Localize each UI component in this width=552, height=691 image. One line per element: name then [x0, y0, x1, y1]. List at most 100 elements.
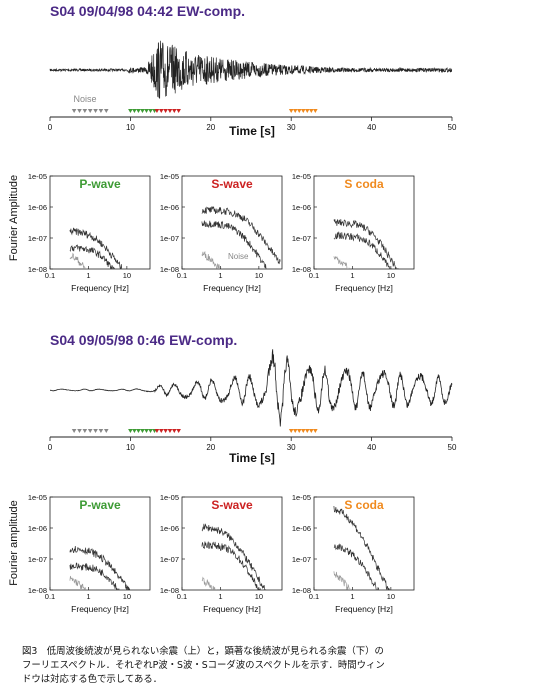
e1-s-ytick-label: 1e-06: [160, 203, 179, 212]
event1-time-tick-label: 0: [48, 123, 53, 132]
e1-s-title: S-wave: [211, 177, 253, 191]
caption-line-1: 図3 低周波後続波が見られない余震（上）と，顕著な後続波が見られる余震（下）の: [22, 646, 384, 657]
e1-p-title: P-wave: [79, 177, 121, 191]
e2-s-ytick-label: 1e-07: [160, 555, 179, 564]
e1-coda-ytick-label: 1e-08: [292, 265, 311, 274]
s-window-marker: [171, 109, 177, 113]
coda-window-marker: [309, 109, 314, 113]
e1-p-ytick-label: 1e-07: [28, 234, 47, 243]
e1-s-noise-label: Noise: [228, 252, 249, 261]
e2-p-xlabel: Frequency [Hz]: [71, 604, 129, 614]
e1-p-spectrum: [69, 227, 123, 269]
p-window-marker: [132, 429, 137, 433]
event2-time-tick-label: 50: [448, 443, 457, 452]
s-window-marker: [158, 429, 164, 433]
p-window-marker: [136, 109, 141, 113]
e1-coda-spectrum: [333, 231, 393, 269]
caption-line-3: ドウは対応する色で示してある．: [22, 674, 163, 685]
noise-window-marker: [71, 429, 77, 433]
e2-coda-xlabel: Frequency [Hz]: [335, 604, 393, 614]
s-window-marker: [176, 109, 181, 113]
e2-p-ytick-label: 1e-08: [28, 586, 47, 595]
coda-window-marker: [313, 429, 318, 433]
e2-s-title: S-wave: [211, 498, 253, 512]
e1-coda-ytick-label: 1e-06: [292, 203, 311, 212]
s-window-marker: [167, 109, 173, 113]
e2-s-xtick-label: 10: [255, 592, 263, 601]
e2-coda-ytick-label: 1e-07: [292, 555, 311, 564]
noise-window-marker: [103, 109, 109, 113]
noise-window-marker: [77, 109, 82, 113]
e2-coda-ytick-label: 1e-08: [292, 586, 311, 595]
e2-s-xtick-label: 1: [218, 592, 222, 601]
event1-time-tick-label: 20: [206, 123, 215, 132]
event1-time-xlabel: Time [s]: [229, 124, 275, 138]
s-window-marker: [163, 109, 168, 113]
e1-p-spectrum: [69, 244, 115, 269]
event2-time-tick-label: 40: [367, 443, 376, 452]
s-window-marker: [158, 109, 164, 113]
event2-time-tick-label: 0: [48, 443, 53, 452]
e1-s-spectrum: [201, 220, 267, 269]
e1-s-xtick-label: 1: [218, 271, 222, 280]
event2-time-xlabel: Time [s]: [229, 451, 275, 465]
e2-p-title: P-wave: [79, 498, 121, 512]
e2-p-spectrum: [69, 562, 120, 590]
e2-coda-title: S coda: [344, 498, 384, 512]
e2-p-frame: [49, 496, 151, 591]
noise-window-marker: [87, 429, 93, 433]
e2-s-ytick-label: 1e-06: [160, 524, 179, 533]
noise-window-marker: [93, 429, 98, 433]
event1-time-tick-label: 10: [126, 123, 135, 132]
e2-s-xlabel: Frequency [Hz]: [203, 604, 261, 614]
s-window-marker: [154, 429, 160, 433]
event2-time-tick-label: 20: [206, 443, 215, 452]
coda-window-marker: [309, 429, 314, 433]
e2-s-ytick-label: 1e-08: [160, 586, 179, 595]
noise-window-marker: [71, 109, 77, 113]
event1-time-tick-label: 30: [287, 123, 296, 132]
coda-window-marker: [300, 109, 306, 113]
noise-window-marker: [87, 109, 93, 113]
e2-p-ytick-label: 1e-07: [28, 555, 47, 564]
e2-p-xtick-label: 1: [86, 592, 90, 601]
noise-window-marker: [82, 429, 88, 433]
e1-s-xlabel: Frequency [Hz]: [203, 283, 261, 293]
e2-coda-ytick-label: 1e-05: [292, 493, 311, 502]
noise-window-marker: [82, 109, 88, 113]
p-window-marker: [140, 109, 145, 113]
e2-s-spectrum: [201, 541, 261, 590]
e1-p-ytick-label: 1e-06: [28, 203, 47, 212]
e1-s-xtick-label: 0.1: [177, 271, 187, 280]
p-window-marker: [132, 109, 137, 113]
e1-coda-spectrum: [333, 219, 399, 269]
coda-window-marker: [296, 429, 302, 433]
e1-p-xtick-label: 0.1: [45, 271, 55, 280]
event2-waveform: [50, 349, 453, 427]
noise-window-marker: [93, 109, 98, 113]
e2-p-noise-spectrum: [69, 575, 88, 590]
e2-s-frame: [181, 496, 283, 591]
e1-p-xtick-label: 1: [86, 271, 90, 280]
e2-coda-spectrum: [333, 505, 390, 590]
p-window-marker: [128, 109, 133, 113]
event1-waveform: [49, 40, 453, 99]
e1-s-ytick-label: 1e-05: [160, 172, 179, 181]
noise-window-marker: [98, 429, 104, 433]
coda-window-marker: [296, 109, 302, 113]
event2-title: S04 09/05/98 0:46 EW-comp.: [50, 332, 238, 348]
e2-p-xtick-label: 10: [123, 592, 131, 601]
e2-coda-ytick-label: 1e-06: [292, 524, 311, 533]
p-window-marker: [144, 429, 149, 433]
e1-s-ytick-label: 1e-08: [160, 265, 179, 274]
p-window-marker: [148, 109, 153, 113]
s-window-marker: [176, 429, 181, 433]
event2-time-tick-label: 30: [287, 443, 296, 452]
s-window-marker: [163, 429, 168, 433]
e2-coda-xtick-label: 10: [387, 592, 395, 601]
e2-coda-xtick-label: 1: [350, 592, 354, 601]
e1-p-noise-spectrum: [69, 252, 87, 269]
e1-coda-xlabel: Frequency [Hz]: [335, 283, 393, 293]
e1-p-frame: [49, 175, 151, 270]
